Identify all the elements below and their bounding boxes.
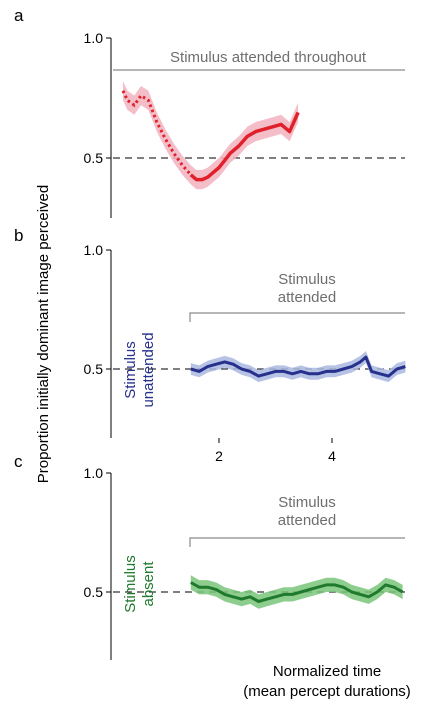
panel-b-attended-bracket xyxy=(189,312,405,322)
panel-a: 1.0 0.5 Stimulus attended throughout xyxy=(84,30,405,218)
panel-b-series-label-line1: Stimulus xyxy=(122,341,139,399)
panel-a-ytick-label-05: 0.5 xyxy=(84,150,104,166)
panel-b-xtick-label-4: 4 xyxy=(328,448,336,464)
panel-c: 1.0 0.5 Stimulus attended Stimulus absen… xyxy=(84,465,405,660)
panel-a-confidence-band xyxy=(123,81,299,190)
panel-c-ytick-label-1: 1.0 xyxy=(84,465,104,481)
panel-a-annotation: Stimulus attended throughout xyxy=(170,49,367,66)
panel-b-confidence-band xyxy=(190,351,406,383)
panel-c-series-label-line2: absent xyxy=(140,561,157,607)
panel-b-annotation-line1: Stimulus xyxy=(278,271,336,288)
panel-b-annotation-line2: attended xyxy=(278,289,336,306)
panel-letter-c: c xyxy=(14,452,23,471)
panel-b: 1.0 0.5 Stimulus attended Stimulus unatt… xyxy=(84,242,406,464)
panel-c-annotation-line1: Stimulus xyxy=(278,494,336,511)
panel-b-ytick-label-1: 1.0 xyxy=(84,242,104,258)
panel-c-annotation-line2: attended xyxy=(278,512,336,529)
y-axis-label: Proportion initially dominant image perc… xyxy=(35,185,52,484)
panel-c-ytick-label-05: 0.5 xyxy=(84,584,104,600)
panel-b-series-label-line2: unattended xyxy=(140,332,157,407)
panel-b-ytick-label-05: 0.5 xyxy=(84,361,104,377)
panel-a-solid-series xyxy=(189,111,300,182)
panel-c-series-label-line1: Stimulus xyxy=(122,555,139,613)
panel-letter-a: a xyxy=(14,6,24,25)
panel-a-dotted-series xyxy=(121,90,192,176)
panel-c-attended-bracket xyxy=(189,537,405,547)
x-axis-label-line2: (mean percept durations) xyxy=(243,683,411,700)
panel-b-xtick-label-2: 2 xyxy=(215,448,223,464)
panel-c-series-line xyxy=(190,581,404,603)
panel-b-series-line xyxy=(190,355,406,378)
panel-a-ytick-label-1: 1.0 xyxy=(84,30,104,46)
x-axis-label-line1: Normalized time xyxy=(273,663,381,680)
panel-letter-b: b xyxy=(14,226,23,245)
